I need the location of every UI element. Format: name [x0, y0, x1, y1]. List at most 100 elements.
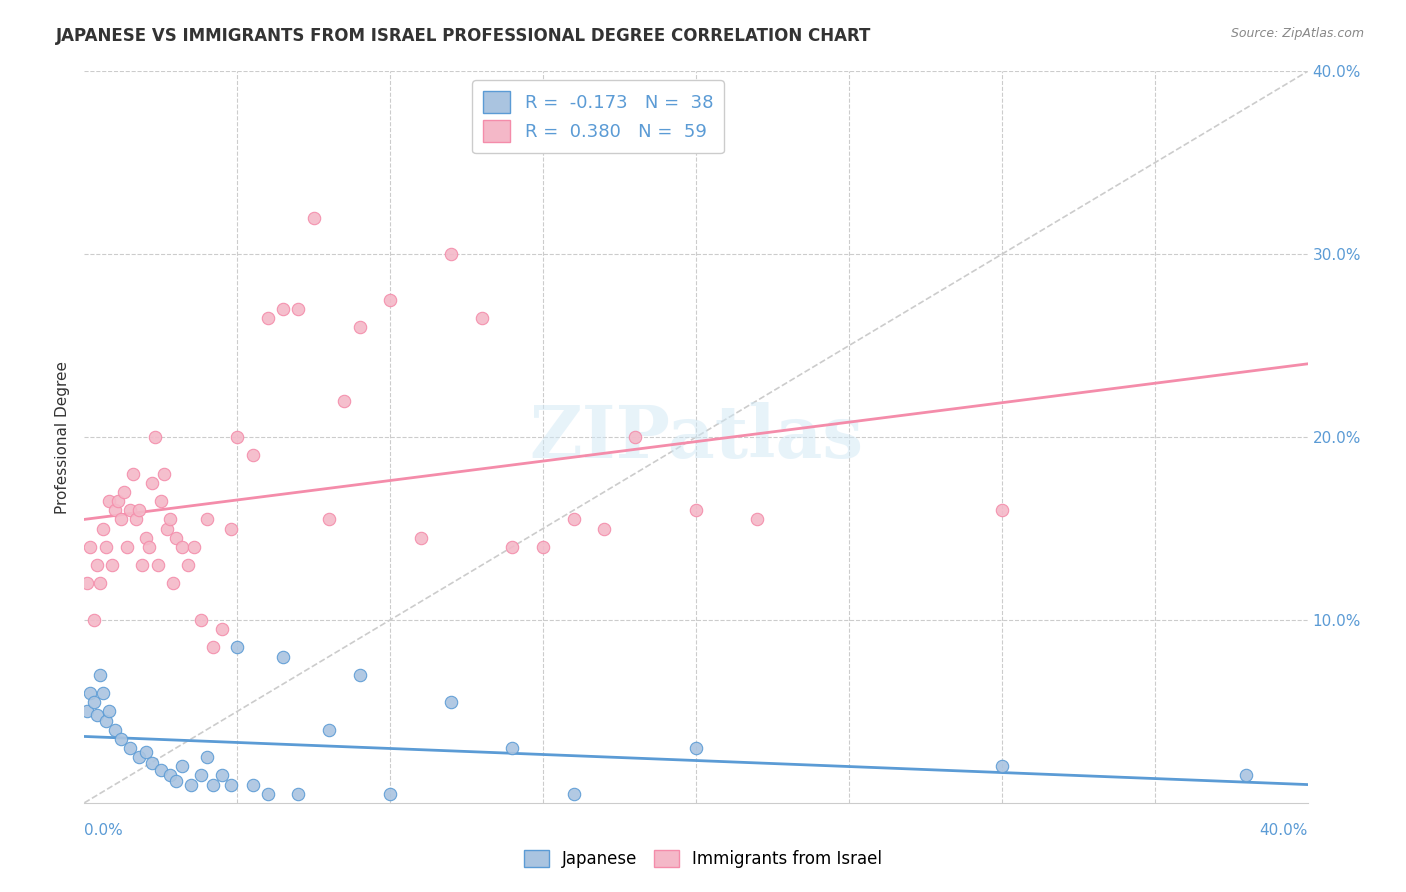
Point — [201, 777, 224, 792]
Point — [83, 695, 105, 709]
Point — [211, 622, 233, 636]
Point — [120, 503, 142, 517]
Point — [122, 467, 145, 481]
Point — [89, 576, 111, 591]
Point — [94, 540, 117, 554]
Point — [747, 512, 769, 526]
Point — [226, 640, 249, 655]
Point — [302, 211, 325, 225]
Point — [79, 686, 101, 700]
Text: 40.0%: 40.0% — [1260, 823, 1308, 838]
Point — [242, 449, 264, 463]
Point — [1236, 768, 1258, 782]
Point — [195, 512, 218, 526]
Point — [190, 768, 212, 782]
Point — [349, 320, 371, 334]
Point — [104, 503, 127, 517]
Point — [349, 667, 371, 681]
Text: ZIPatlas: ZIPatlas — [529, 401, 863, 473]
Point — [97, 494, 120, 508]
Point — [183, 540, 205, 554]
Point — [180, 777, 202, 792]
Point — [165, 773, 187, 788]
Point — [211, 768, 233, 782]
Point — [89, 667, 111, 681]
Point — [104, 723, 127, 737]
Point — [201, 640, 224, 655]
Point — [120, 740, 142, 755]
Point — [333, 393, 356, 408]
Point — [125, 512, 148, 526]
Point — [115, 540, 138, 554]
Point — [159, 512, 181, 526]
Legend: R =  -0.173   N =  38, R =  0.380   N =  59: R = -0.173 N = 38, R = 0.380 N = 59 — [472, 80, 724, 153]
Point — [624, 430, 647, 444]
Point — [562, 787, 585, 801]
Point — [128, 503, 150, 517]
Point — [131, 558, 153, 573]
Legend: Japanese, Immigrants from Israel: Japanese, Immigrants from Israel — [517, 843, 889, 875]
Point — [502, 740, 524, 755]
Point — [257, 311, 280, 326]
Point — [991, 759, 1014, 773]
Point — [110, 512, 132, 526]
Point — [156, 521, 179, 535]
Point — [149, 494, 172, 508]
Point — [991, 503, 1014, 517]
Point — [141, 475, 163, 490]
Point — [76, 576, 98, 591]
Point — [177, 558, 200, 573]
Point — [287, 301, 309, 317]
Point — [318, 723, 340, 737]
Point — [143, 430, 166, 444]
Point — [685, 740, 707, 755]
Point — [149, 763, 172, 777]
Point — [271, 301, 294, 317]
Point — [83, 613, 105, 627]
Point — [135, 531, 157, 545]
Point — [76, 705, 98, 719]
Point — [110, 731, 132, 746]
Point — [219, 777, 242, 792]
Point — [593, 521, 616, 535]
Point — [242, 777, 264, 792]
Point — [146, 558, 169, 573]
Text: Source: ZipAtlas.com: Source: ZipAtlas.com — [1230, 27, 1364, 40]
Point — [135, 745, 157, 759]
Point — [94, 714, 117, 728]
Point — [195, 750, 218, 764]
Point — [471, 311, 494, 326]
Text: 0.0%: 0.0% — [84, 823, 124, 838]
Point — [257, 787, 280, 801]
Point — [128, 750, 150, 764]
Point — [172, 540, 194, 554]
Point — [86, 558, 108, 573]
Point — [153, 467, 176, 481]
Point — [531, 540, 554, 554]
Point — [219, 521, 242, 535]
Point — [271, 649, 294, 664]
Point — [226, 430, 249, 444]
Point — [409, 531, 432, 545]
Point — [107, 494, 129, 508]
Point — [162, 576, 184, 591]
Point — [79, 540, 101, 554]
Point — [190, 613, 212, 627]
Point — [112, 485, 135, 500]
Point — [165, 531, 187, 545]
Point — [91, 521, 114, 535]
Point — [318, 512, 340, 526]
Point — [380, 293, 402, 307]
Point — [159, 768, 181, 782]
Point — [101, 558, 124, 573]
Point — [562, 512, 585, 526]
Point — [97, 705, 120, 719]
Point — [91, 686, 114, 700]
Point — [380, 787, 402, 801]
Point — [172, 759, 194, 773]
Point — [440, 247, 463, 261]
Point — [138, 540, 160, 554]
Point — [440, 695, 463, 709]
Text: JAPANESE VS IMMIGRANTS FROM ISRAEL PROFESSIONAL DEGREE CORRELATION CHART: JAPANESE VS IMMIGRANTS FROM ISRAEL PROFE… — [56, 27, 872, 45]
Point — [502, 540, 524, 554]
